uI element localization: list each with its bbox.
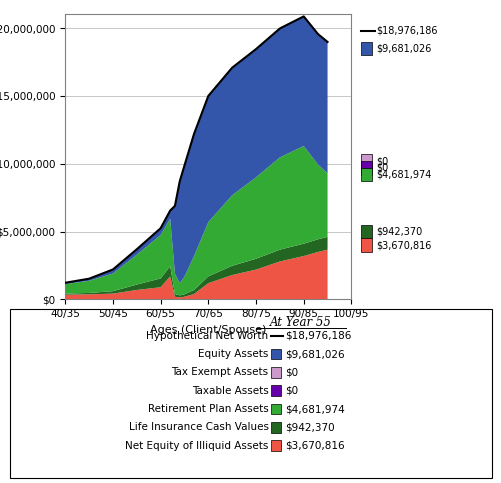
Text: Taxable Assets: Taxable Assets [191, 386, 268, 396]
X-axis label: Ages (Client/Spouse): Ages (Client/Spouse) [150, 325, 266, 335]
Text: $942,370: $942,370 [376, 227, 422, 237]
Text: $0: $0 [285, 368, 298, 377]
Text: $3,670,816: $3,670,816 [376, 240, 431, 250]
Text: $4,681,974: $4,681,974 [376, 170, 431, 180]
Text: Life Insurance Cash Values: Life Insurance Cash Values [128, 423, 268, 432]
Text: $9,681,026: $9,681,026 [285, 349, 344, 359]
Text: $18,976,186: $18,976,186 [376, 26, 437, 36]
Text: $0: $0 [376, 156, 388, 166]
Text: Tax Exempt Assets: Tax Exempt Assets [171, 368, 268, 377]
Text: $942,370: $942,370 [285, 423, 334, 432]
Text: Retirement Plan Assets: Retirement Plan Assets [147, 404, 268, 414]
Text: $3,670,816: $3,670,816 [285, 441, 344, 451]
Text: $9,681,026: $9,681,026 [376, 43, 431, 54]
Text: $4,681,974: $4,681,974 [285, 404, 344, 414]
Text: Net Equity of Illiquid Assets: Net Equity of Illiquid Assets [125, 441, 268, 451]
Text: $18,976,186: $18,976,186 [285, 331, 351, 341]
Text: Equity Assets: Equity Assets [198, 349, 268, 359]
Text: Hypothetical Net Worth: Hypothetical Net Worth [146, 331, 268, 341]
Text: At Year 55: At Year 55 [270, 316, 332, 329]
Text: $0: $0 [376, 163, 388, 173]
Text: $0: $0 [285, 386, 298, 396]
